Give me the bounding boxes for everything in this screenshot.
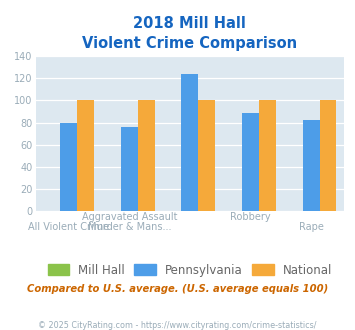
Bar	[138, 100, 155, 211]
Text: Aggravated Assault: Aggravated Assault	[82, 212, 177, 222]
Bar	[242, 113, 259, 211]
Text: All Violent Crime: All Violent Crime	[28, 222, 109, 232]
Text: © 2025 CityRating.com - https://www.cityrating.com/crime-statistics/: © 2025 CityRating.com - https://www.city…	[38, 321, 317, 330]
Bar	[302, 120, 320, 211]
Title: 2018 Mill Hall
Violent Crime Comparison: 2018 Mill Hall Violent Crime Comparison	[82, 16, 297, 51]
Bar	[60, 122, 77, 211]
Text: Compared to U.S. average. (U.S. average equals 100): Compared to U.S. average. (U.S. average …	[27, 284, 328, 294]
Bar	[259, 100, 276, 211]
Text: Rape: Rape	[299, 222, 323, 232]
Bar	[320, 100, 337, 211]
Text: Murder & Mans...: Murder & Mans...	[88, 222, 171, 232]
Legend: Mill Hall, Pennsylvania, National: Mill Hall, Pennsylvania, National	[48, 264, 332, 277]
Bar	[77, 100, 94, 211]
Bar	[198, 100, 215, 211]
Bar	[121, 127, 138, 211]
Bar	[181, 74, 198, 211]
Text: Robbery: Robbery	[230, 212, 271, 222]
